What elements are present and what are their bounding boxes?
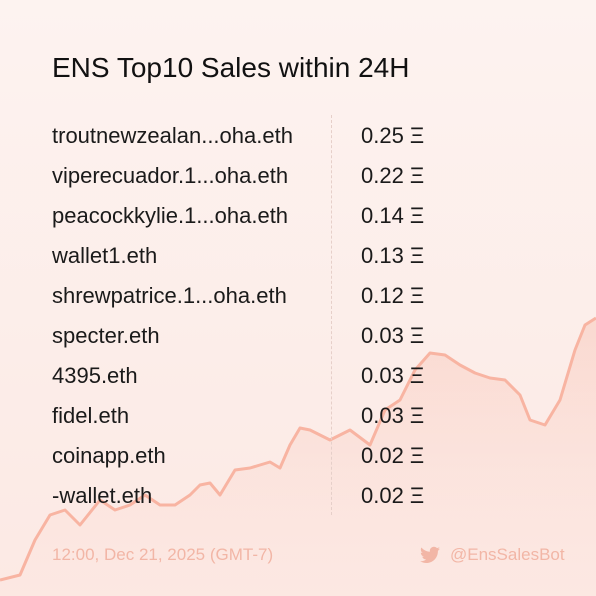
- sale-price: 0.02 Ξ: [361, 483, 425, 508]
- ens-name: 4395.eth: [52, 363, 138, 388]
- ens-name: shrewpatrice.1...oha.eth: [52, 283, 287, 308]
- sale-price: 0.12 Ξ: [361, 283, 425, 308]
- divider: [331, 115, 332, 515]
- ens-name: peacockkylie.1...oha.eth: [52, 203, 289, 228]
- timestamp: 12:00, Dec 21, 2025 (GMT-7): [52, 545, 274, 564]
- ens-name: coinapp.eth: [52, 443, 166, 468]
- sale-price: 0.02 Ξ: [361, 443, 425, 468]
- sale-price: 0.03 Ξ: [361, 363, 425, 388]
- twitter-icon: [420, 546, 440, 563]
- sale-price: 0.14 Ξ: [361, 203, 425, 228]
- sparkline: [0, 316, 596, 582]
- sparkline-area: [0, 318, 596, 596]
- ens-name: specter.eth: [52, 323, 160, 348]
- title: ENS Top10 Sales within 24H: [52, 52, 410, 83]
- ens-name: -wallet.eth: [52, 483, 153, 508]
- ens-name: fidel.eth: [52, 403, 130, 428]
- sale-price: 0.03 Ξ: [361, 403, 425, 428]
- sale-price: 0.22 Ξ: [361, 163, 425, 188]
- sale-price: 0.13 Ξ: [361, 243, 425, 268]
- sale-price: 0.25 Ξ: [361, 123, 425, 148]
- handle: @EnsSalesBot: [450, 545, 565, 564]
- ens-name: troutnewzealan...oha.eth: [52, 123, 293, 148]
- sale-price: 0.03 Ξ: [361, 323, 425, 348]
- ens-name: wallet1.eth: [52, 243, 158, 268]
- ens-name: viperecuador.1...oha.eth: [52, 163, 289, 188]
